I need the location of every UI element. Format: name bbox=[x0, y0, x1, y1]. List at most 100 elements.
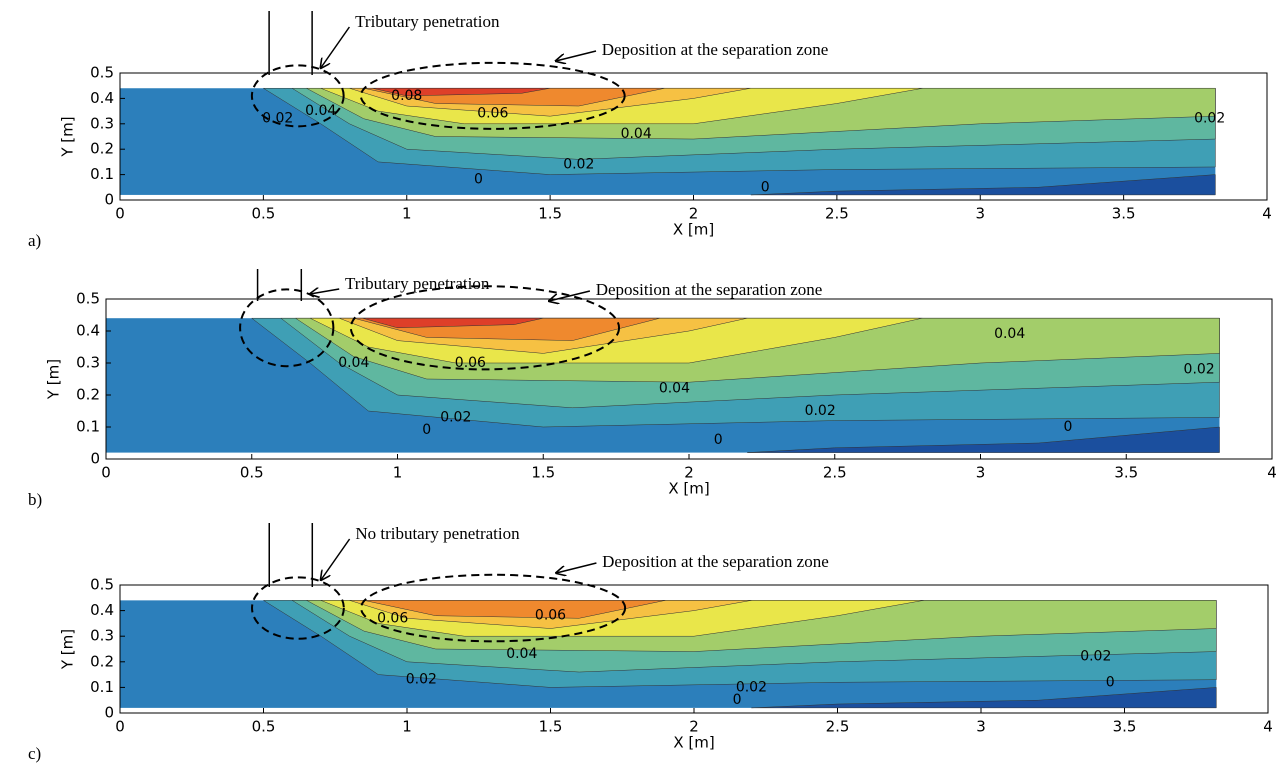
annotation: Tributary penetration bbox=[345, 274, 490, 293]
panel: 0.080.060.040.020 00.020.02 0.040 0.5 1 1.5 2 2… bbox=[28, 11, 1272, 250]
contour-region bbox=[747, 426, 1220, 453]
contour-region bbox=[751, 687, 1217, 709]
x-axis-label: X [m] bbox=[673, 221, 714, 239]
y-tick-label: 0.5 bbox=[90, 576, 114, 594]
contour-label: 0.04 bbox=[338, 355, 369, 371]
y-axis-label: Y [m] bbox=[45, 359, 63, 400]
annotation: Deposition at the separation zone bbox=[602, 552, 829, 571]
x-tick-label: 1 bbox=[402, 718, 412, 736]
contour-label: 0.04 bbox=[621, 126, 652, 142]
x-tick-label: 3.5 bbox=[1113, 718, 1137, 736]
x-tick-label: 1 bbox=[393, 464, 403, 482]
x-tick-label: 0.5 bbox=[240, 464, 264, 482]
y-tick-label: 0.3 bbox=[76, 354, 100, 372]
y-tick-label: 0.4 bbox=[76, 322, 100, 340]
contour-label: 0.02 bbox=[805, 403, 836, 419]
contour-region bbox=[362, 317, 544, 329]
x-tick-label: 0 bbox=[101, 464, 111, 482]
contour-label: 0.04 bbox=[659, 381, 690, 397]
contour-label: 0.06 bbox=[477, 106, 508, 122]
y-tick-label: 0.5 bbox=[76, 290, 100, 308]
y-tick-label: 0.1 bbox=[90, 165, 114, 183]
x-tick-label: 4 bbox=[1267, 464, 1277, 482]
x-tick-label: 2 bbox=[689, 205, 699, 223]
x-tick-label: 0.5 bbox=[252, 718, 276, 736]
annotation-arrow bbox=[321, 538, 351, 580]
contour-label: 0.02 bbox=[440, 409, 471, 425]
contour-region bbox=[363, 600, 666, 619]
dashed-ellipse bbox=[359, 61, 626, 130]
x-tick-label: 4 bbox=[1262, 205, 1272, 223]
annotation: Deposition at the separation zone bbox=[602, 40, 829, 59]
y-axis-label: Y [m] bbox=[59, 629, 77, 670]
x-tick-label: 2.5 bbox=[826, 718, 850, 736]
contour-region bbox=[372, 87, 551, 97]
contour-label: 0.08 bbox=[391, 88, 422, 104]
y-tick-label: 0.1 bbox=[76, 418, 100, 436]
annotation: Deposition at the separation zone bbox=[596, 280, 823, 299]
contour-label: 0.02 bbox=[1194, 111, 1225, 127]
contour-label: 0 bbox=[1106, 674, 1115, 690]
contour-label: 0.02 bbox=[1080, 649, 1111, 665]
contour-label: 0.06 bbox=[377, 610, 408, 626]
x-tick-label: 3 bbox=[975, 205, 985, 223]
panel-label: b) bbox=[28, 490, 42, 509]
dashed-ellipse bbox=[349, 285, 621, 371]
contour-label: 0.04 bbox=[994, 326, 1025, 342]
annotation: Tributary penetration bbox=[355, 12, 500, 31]
contour-label: 0 bbox=[422, 422, 431, 438]
y-tick-label: 0.2 bbox=[90, 652, 114, 670]
contour-label: 0.06 bbox=[535, 608, 566, 624]
y-tick-label: 0 bbox=[90, 450, 100, 468]
panel-label: c) bbox=[28, 744, 41, 763]
contour-label: 0.02 bbox=[736, 679, 767, 695]
x-tick-label: 1.5 bbox=[538, 205, 562, 223]
panel-label: a) bbox=[28, 231, 41, 250]
contour-label: 0.02 bbox=[563, 156, 594, 172]
x-tick-label: 3 bbox=[976, 464, 986, 482]
contour-label: 0.02 bbox=[262, 111, 293, 127]
y-tick-label: 0.2 bbox=[76, 386, 100, 404]
y-tick-label: 0.1 bbox=[90, 678, 114, 696]
contour-label: 0 bbox=[474, 172, 483, 188]
x-tick-label: 0.5 bbox=[251, 205, 275, 223]
x-tick-label: 3 bbox=[976, 718, 986, 736]
annotation-arrow bbox=[310, 289, 340, 294]
x-tick-label: 4 bbox=[1263, 718, 1273, 736]
x-tick-label: 2 bbox=[689, 718, 699, 736]
dashed-ellipse bbox=[251, 576, 345, 640]
x-tick-label: 3.5 bbox=[1114, 464, 1138, 482]
contour-region bbox=[750, 174, 1216, 196]
annotation: No tributary penetration bbox=[355, 524, 520, 543]
contour-label: 0 bbox=[761, 179, 770, 195]
x-tick-label: 2 bbox=[684, 464, 694, 482]
annotation-arrow bbox=[556, 50, 597, 61]
x-tick-label: 2.5 bbox=[823, 464, 847, 482]
annotation-arrow bbox=[556, 562, 597, 573]
y-tick-label: 0.3 bbox=[90, 114, 114, 132]
y-tick-label: 0.5 bbox=[90, 64, 114, 82]
y-tick-label: 0.2 bbox=[90, 140, 114, 158]
annotation-arrow bbox=[321, 26, 351, 68]
contour-label: 0.02 bbox=[406, 672, 437, 688]
x-tick-label: 0 bbox=[115, 205, 125, 223]
x-tick-label: 3.5 bbox=[1112, 205, 1136, 223]
contour-label: 0.04 bbox=[305, 103, 336, 119]
y-axis-label: Y [m] bbox=[59, 116, 77, 157]
dashed-ellipse bbox=[239, 288, 335, 368]
y-tick-label: 0 bbox=[104, 191, 114, 209]
x-tick-label: 1.5 bbox=[531, 464, 555, 482]
x-tick-label: 1.5 bbox=[539, 718, 563, 736]
contour-label: 0.06 bbox=[455, 355, 486, 371]
y-tick-label: 0.3 bbox=[90, 627, 114, 645]
y-tick-label: 0.4 bbox=[90, 601, 114, 619]
contour-label: 0 bbox=[733, 692, 742, 708]
contour-label: 0.02 bbox=[1184, 361, 1215, 377]
y-tick-label: 0 bbox=[104, 704, 114, 722]
dashed-ellipse bbox=[360, 573, 627, 643]
x-tick-label: 0 bbox=[115, 718, 125, 736]
contour-label: 0 bbox=[714, 432, 723, 448]
